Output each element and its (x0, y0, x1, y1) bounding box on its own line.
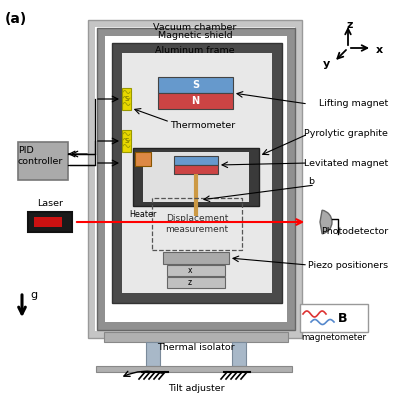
Bar (105, 36, 287, 322)
Text: (a): (a) (5, 12, 27, 26)
Text: Aluminum frame: Aluminum frame (155, 46, 235, 55)
Text: Levitated magnet: Levitated magnet (304, 158, 388, 168)
Bar (152, 198, 242, 250)
Bar (122, 53, 272, 293)
Text: b: b (308, 177, 314, 187)
Text: g: g (30, 290, 37, 300)
Bar (146, 342, 160, 366)
Text: Heater: Heater (129, 210, 157, 219)
Bar (143, 152, 249, 202)
Bar (122, 130, 131, 152)
Text: Photodetector: Photodetector (321, 227, 388, 237)
Bar (28, 212, 72, 232)
Text: S: S (192, 80, 199, 90)
Bar (163, 252, 229, 264)
Text: PID
controller: PID controller (18, 146, 63, 166)
Bar (232, 342, 246, 366)
Bar (133, 148, 259, 206)
Bar (122, 88, 131, 110)
Bar (167, 265, 225, 276)
Text: Piezo positioners: Piezo positioners (308, 260, 388, 270)
Bar (95, 27, 295, 331)
Bar (135, 152, 151, 166)
Bar (88, 20, 302, 338)
Bar (34, 217, 62, 227)
Bar (158, 77, 233, 93)
Bar (96, 366, 292, 372)
Bar (97, 28, 295, 330)
Text: y: y (323, 59, 330, 69)
Bar (300, 304, 368, 332)
Text: Magnetic shield: Magnetic shield (158, 31, 232, 40)
Text: Tilt adjuster: Tilt adjuster (168, 384, 224, 393)
Text: Displacement
measurement: Displacement measurement (166, 214, 228, 234)
Text: Pyrolytic graphite: Pyrolytic graphite (304, 129, 388, 139)
Text: S: S (124, 96, 129, 102)
Bar (158, 93, 233, 109)
Text: Lifting magnet: Lifting magnet (319, 100, 388, 108)
Text: magnetometer: magnetometer (302, 333, 366, 342)
Text: z: z (347, 20, 353, 30)
Text: z: z (188, 278, 192, 287)
Text: x: x (376, 45, 383, 55)
Text: Thermal isolator: Thermal isolator (157, 343, 235, 352)
Text: Vacuum chamber: Vacuum chamber (153, 23, 237, 32)
Text: S: S (124, 138, 129, 144)
Text: Laser: Laser (37, 199, 63, 208)
Bar (167, 277, 225, 288)
Text: B: B (338, 312, 347, 324)
Bar (18, 142, 68, 180)
Text: N: N (192, 96, 200, 106)
Wedge shape (320, 210, 332, 234)
Bar (174, 156, 218, 165)
Bar (112, 43, 282, 303)
Text: x: x (188, 266, 192, 275)
Bar (104, 332, 288, 342)
Text: Thermometer: Thermometer (170, 121, 235, 129)
Bar (174, 165, 218, 174)
